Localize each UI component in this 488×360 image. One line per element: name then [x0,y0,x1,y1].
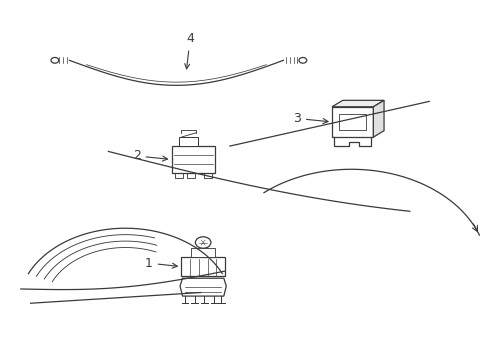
Text: 4: 4 [184,32,194,69]
Text: 2: 2 [132,149,167,162]
Circle shape [195,237,210,248]
Polygon shape [331,100,383,107]
FancyBboxPatch shape [179,137,198,146]
FancyBboxPatch shape [181,257,224,276]
Polygon shape [331,107,372,137]
Polygon shape [372,100,383,137]
Text: 1: 1 [144,257,177,270]
FancyBboxPatch shape [171,146,215,173]
FancyBboxPatch shape [191,248,215,257]
Circle shape [298,58,306,63]
Polygon shape [180,278,226,296]
Text: 3: 3 [292,112,327,125]
Circle shape [51,58,59,63]
FancyBboxPatch shape [339,114,366,130]
